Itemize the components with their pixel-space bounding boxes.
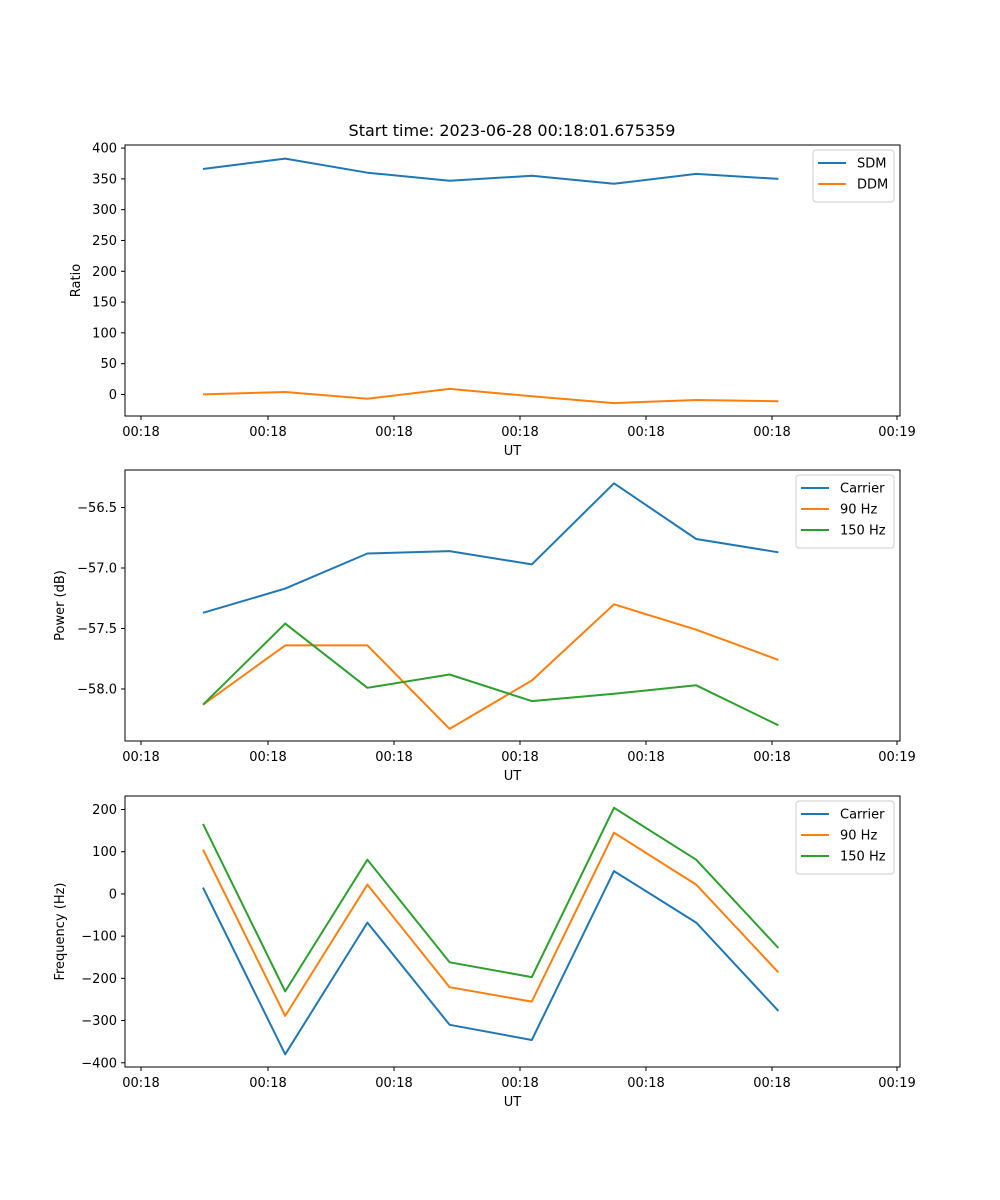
y-axis-label: Power (dB) [53, 570, 68, 641]
x-tick-label: 00:18 [753, 425, 790, 440]
y-tick-label: 0 [109, 388, 117, 403]
series-line-carrier [202, 870, 780, 1056]
legend-label: SDM [857, 157, 886, 172]
x-tick-label: 00:18 [501, 1076, 538, 1091]
axes-frame [124, 469, 901, 742]
legend-label: 90 Hz [840, 829, 877, 844]
y-tick-label: −56.5 [77, 501, 117, 516]
series-line-sdm [202, 157, 779, 185]
chart-title: Start time: 2023-06-28 00:18:01.675359 [349, 121, 676, 140]
x-tick-label: 00:18 [753, 1076, 790, 1091]
y-tick-label: 50 [100, 357, 117, 372]
x-tick-label: 00:18 [753, 750, 790, 765]
series-line-ddm [202, 387, 779, 405]
x-tick-label: 00:18 [122, 750, 159, 765]
y-axis-label: Ratio [69, 264, 84, 297]
x-tick-label: 00:18 [122, 1076, 159, 1091]
x-tick-label: 00:18 [249, 750, 286, 765]
x-tick-label: 00:18 [375, 425, 412, 440]
x-axis-label: UT [504, 769, 522, 784]
series-line-90-hz [202, 603, 779, 730]
y-tick-label: −58.0 [77, 682, 117, 697]
y-tick-label: 400 [92, 142, 117, 157]
x-axis-label: UT [504, 444, 522, 459]
x-tick-label: 00:18 [627, 425, 664, 440]
legend: Carrier 90 Hz 150 Hz [795, 800, 895, 875]
y-tick-label: 0 [109, 887, 117, 902]
legend: SDM DDM [812, 149, 895, 203]
legend-label: Carrier [840, 482, 885, 497]
x-tick-label: 00:18 [501, 750, 538, 765]
y-tick-label: 150 [92, 296, 117, 311]
y-tick-label: −300 [81, 1014, 117, 1029]
y-tick-label: −100 [81, 930, 117, 945]
y-tick-label: 300 [92, 203, 117, 218]
legend-label: DDM [857, 178, 888, 193]
x-tick-label: 00:18 [249, 425, 286, 440]
y-tick-label: −57.0 [77, 561, 117, 576]
x-tick-label: 00:18 [122, 425, 159, 440]
x-tick-label: 00:18 [501, 425, 538, 440]
series-line-150-hz [202, 622, 779, 727]
x-tick-label: 00:18 [627, 1076, 664, 1091]
legend-label: 150 Hz [840, 524, 886, 539]
series-line-carrier [202, 482, 779, 614]
y-axis-label: Frequency (Hz) [53, 882, 68, 980]
x-tick-label: 00:18 [375, 1076, 412, 1091]
x-tick-label: 00:18 [627, 750, 664, 765]
panel-1: 0 50 100 150 200 250 300 350 400 00:18 00:18 00:18 0… [69, 142, 916, 459]
x-tick-label: 00:19 [878, 750, 915, 765]
legend-label: 90 Hz [840, 503, 877, 518]
y-tick-label: 100 [92, 845, 117, 860]
y-tick-label: 100 [92, 326, 117, 341]
y-tick-label: 200 [92, 803, 117, 818]
y-tick-label: 250 [92, 234, 117, 249]
x-tick-label: 00:18 [249, 1076, 286, 1091]
series-line-150-hz [202, 806, 780, 993]
legend-label: Carrier [840, 808, 885, 823]
series-line-90-hz [202, 831, 780, 1017]
x-tick-label: 00:19 [878, 425, 915, 440]
axes-frame [124, 144, 901, 417]
y-tick-label: −200 [81, 972, 117, 987]
y-tick-label: 350 [92, 172, 117, 187]
axes-frame [124, 795, 901, 1068]
x-tick-label: 00:18 [375, 750, 412, 765]
panel-2: −58.0 −57.5 −57.0 −56.5 00:18 00:18 00:18 00:18… [53, 469, 916, 784]
legend-label: 150 Hz [840, 850, 886, 865]
x-axis-label: UT [504, 1095, 522, 1110]
legend: Carrier 90 Hz 150 Hz [795, 474, 895, 549]
x-tick-label: 00:19 [878, 1076, 915, 1091]
y-tick-label: −400 [81, 1056, 117, 1071]
panel-3: −400 −300 −200 −100 0 100 200 00:18 00:18 00:18 00… [53, 795, 916, 1110]
y-tick-label: −57.5 [77, 622, 117, 637]
y-tick-label: 200 [92, 265, 117, 280]
